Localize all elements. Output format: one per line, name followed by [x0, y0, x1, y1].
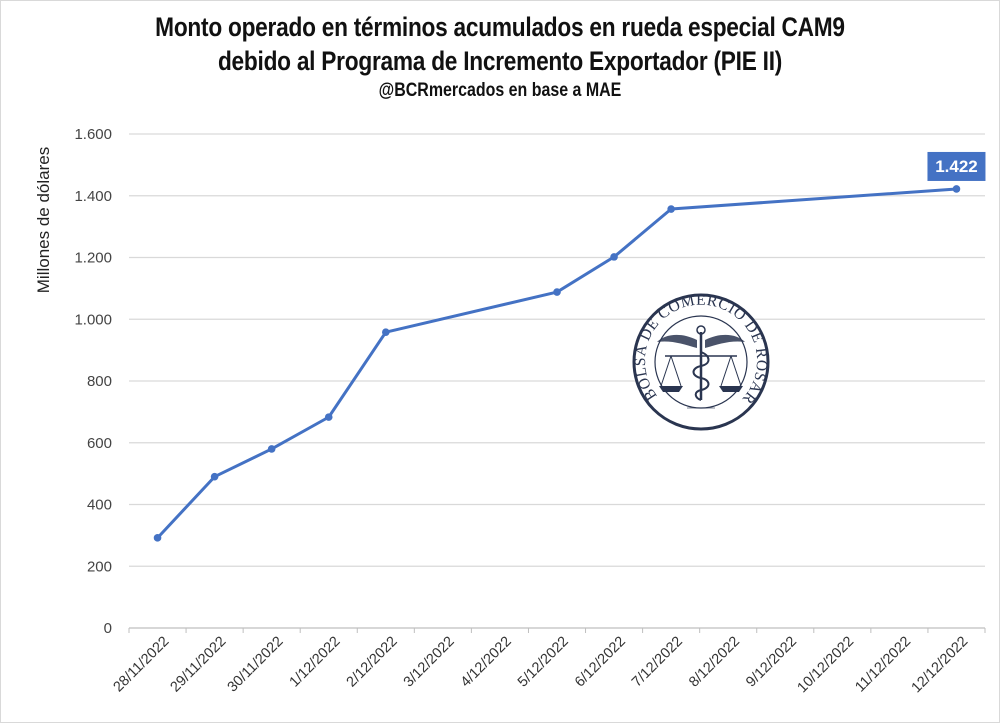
x-tick-label: 4/12/2022	[458, 634, 515, 691]
x-tick-label: 30/11/2022	[225, 634, 287, 696]
data-point	[267, 445, 276, 453]
y-tick-label: 600	[87, 435, 112, 452]
y-tick-label: 800	[87, 373, 112, 390]
x-tick-label: 7/12/2022	[629, 634, 686, 691]
data-point	[610, 253, 618, 261]
data-point	[952, 185, 961, 193]
data-point	[382, 328, 390, 337]
data-point	[667, 205, 675, 213]
gridlines	[129, 133, 985, 567]
x-tick-label: 2/12/2022	[344, 634, 401, 691]
data-label: 1.422	[935, 157, 978, 176]
x-tick-label: 5/12/2022	[515, 634, 572, 691]
chart-subtitle: @BCRmercados en base a MAE	[378, 80, 622, 101]
y-tick-label: 1.000	[74, 311, 112, 328]
y-tick-label: 1.400	[74, 188, 112, 205]
y-tick-label: 1.200	[74, 250, 112, 267]
x-tick-label: 28/11/2022	[110, 634, 172, 696]
y-tick-label: 1.600	[74, 126, 112, 143]
x-tick-label: 6/12/2022	[572, 634, 629, 691]
data-point	[553, 288, 561, 296]
data-label-box	[927, 151, 986, 181]
bcr-seal-icon: BOLSA DE COMERCIO DE ROSARIO	[632, 292, 770, 431]
data-point	[210, 472, 219, 481]
chart-title-line1: Monto operado en términos acumulados en …	[155, 12, 845, 42]
x-tick-label: 9/12/2022	[743, 634, 800, 691]
y-tick-label: 200	[87, 558, 112, 575]
x-tick-label: 1/12/2022	[287, 634, 344, 691]
data-point	[153, 534, 162, 542]
data-labels: 1.422	[927, 151, 986, 181]
y-tick-label: 0	[104, 620, 112, 637]
series-line	[156, 187, 957, 539]
x-tick-label: 8/12/2022	[686, 634, 743, 691]
y-axis-ticks: 0 200 400 600 800 1.000 1.200 1.400 1.600	[74, 126, 112, 637]
data-point	[324, 413, 333, 421]
x-tick-label: 11/12/2022	[852, 634, 914, 696]
y-tick-label: 400	[87, 497, 112, 514]
x-axis	[128, 627, 986, 633]
chart-title-line2: debido al Programa de Incremento Exporta…	[217, 46, 783, 76]
x-tick-label: 10/12/2022	[795, 634, 858, 697]
x-tick-label: 3/12/2022	[401, 634, 458, 691]
x-tick-label: 12/12/2022	[909, 634, 972, 697]
x-tick-label: 29/11/2022	[168, 634, 230, 696]
data-points	[153, 185, 961, 542]
